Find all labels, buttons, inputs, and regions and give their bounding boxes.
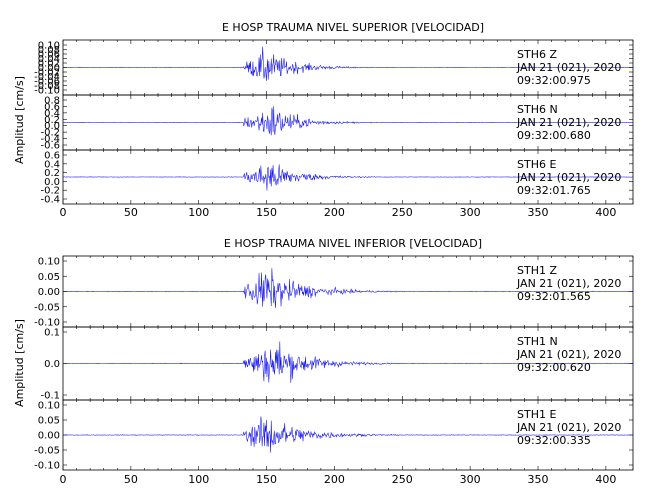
y-tick-label: 0.10 xyxy=(38,401,60,412)
y-tick-label: -0.10 xyxy=(34,86,60,97)
x-tick-label: 100 xyxy=(188,473,209,486)
x-tick-label: 50 xyxy=(124,206,138,219)
y-tick-label: -0.4 xyxy=(40,134,60,145)
y-tick-label: -0.10 xyxy=(34,318,60,329)
event-time: 09:32:00.620 xyxy=(517,361,591,374)
y-tick-label: 0.8 xyxy=(44,96,60,107)
y-tick-label: 0.0 xyxy=(44,177,60,188)
y-tick-label: -0.2 xyxy=(40,186,60,197)
station-label: STH1 N xyxy=(517,335,558,348)
seismic-trace xyxy=(62,164,633,191)
seismic-trace xyxy=(62,416,633,453)
x-tick-label: 350 xyxy=(528,473,549,486)
y-tick-label: -0.02 xyxy=(34,68,60,79)
y-tick-label: -0.2 xyxy=(40,128,60,139)
x-tick-label: 200 xyxy=(324,206,345,219)
x-tick-label: 300 xyxy=(460,206,481,219)
station-label: STH1 Z xyxy=(517,264,557,277)
x-tick-label: 400 xyxy=(595,206,616,219)
y-tick-label: -0.04 xyxy=(34,72,60,83)
y-tick-label: 0.4 xyxy=(44,108,60,119)
y-tick-label: -0.6 xyxy=(40,141,60,152)
y-tick-label: 0.00 xyxy=(38,287,60,298)
event-time: 09:32:01.765 xyxy=(517,184,591,197)
y-tick-label: 0.02 xyxy=(38,59,60,70)
station-label: STH6 N xyxy=(517,103,558,116)
station-label: STH1 E xyxy=(517,408,556,421)
y-tick-label: -0.05 xyxy=(34,446,60,457)
seismic-trace xyxy=(62,268,633,309)
event-date: JAN 21 (021), 2020 xyxy=(516,171,621,184)
x-tick-label: 0 xyxy=(60,473,67,486)
y-tick-label: 0.6 xyxy=(44,151,60,162)
event-date: JAN 21 (021), 2020 xyxy=(516,421,621,434)
y-tick-label: -0.1 xyxy=(40,391,60,402)
y-tick-label: 0.05 xyxy=(38,416,60,427)
y-tick-label: 0.4 xyxy=(44,159,60,170)
y-tick-label: -0.08 xyxy=(34,81,60,92)
y-tick-label: 0.05 xyxy=(38,272,60,283)
event-date: JAN 21 (021), 2020 xyxy=(516,61,621,74)
event-time: 09:32:00.335 xyxy=(517,434,591,447)
chart-title-2: E HOSP TRAUMA NIVEL INFERIOR [VELOCIDAD] xyxy=(224,237,482,250)
y-tick-label: 0.6 xyxy=(44,102,60,113)
x-tick-label: 250 xyxy=(392,473,413,486)
event-time: 09:32:00.975 xyxy=(517,74,591,87)
y-tick-label: -0.10 xyxy=(34,461,60,472)
x-tick-label: 100 xyxy=(188,206,209,219)
y-tick-label: -0.06 xyxy=(34,77,60,88)
station-label: STH6 Z xyxy=(517,48,557,61)
x-tick-label: 300 xyxy=(460,473,481,486)
y-tick-label: 0.2 xyxy=(44,168,60,179)
y-tick-label: 0.10 xyxy=(38,41,60,52)
y-tick-label: 0.0 xyxy=(44,359,60,370)
y-tick-label: 0.2 xyxy=(44,115,60,126)
x-tick-label: 350 xyxy=(528,206,549,219)
y-tick-label: 0.00 xyxy=(38,63,60,74)
event-time: 09:32:01.565 xyxy=(517,290,591,303)
station-label: STH6 E xyxy=(517,158,556,171)
x-tick-label: 150 xyxy=(256,473,277,486)
x-tick-label: 150 xyxy=(256,206,277,219)
y-tick-label: 0.10 xyxy=(38,257,60,268)
y-axis-label-1: Amplitud [cm/s] xyxy=(13,76,26,164)
x-tick-label: 250 xyxy=(392,206,413,219)
x-tick-label: 0 xyxy=(60,206,67,219)
y-tick-label: -0.05 xyxy=(34,302,60,313)
seismic-trace xyxy=(62,46,633,81)
y-tick-label: -0.4 xyxy=(40,195,60,206)
x-tick-label: 200 xyxy=(324,473,345,486)
event-time: 09:32:00.680 xyxy=(517,129,591,142)
seismic-trace xyxy=(62,106,633,136)
event-date: JAN 21 (021), 2020 xyxy=(516,348,621,361)
chart-title-1: E HOSP TRAUMA NIVEL SUPERIOR [VELOCIDAD] xyxy=(222,21,484,34)
y-tick-label: 0.08 xyxy=(38,45,60,56)
x-tick-label: 50 xyxy=(124,473,138,486)
seismic-trace xyxy=(62,341,633,383)
y-axis-label-2: Amplitud [cm/s] xyxy=(13,319,26,407)
y-tick-label: 0.06 xyxy=(38,50,60,61)
y-tick-label: 0.1 xyxy=(44,328,60,339)
y-tick-label: 0.04 xyxy=(38,54,60,65)
x-tick-label: 400 xyxy=(595,473,616,486)
event-date: JAN 21 (021), 2020 xyxy=(516,116,621,129)
y-tick-label: 0.0 xyxy=(44,121,60,132)
event-date: JAN 21 (021), 2020 xyxy=(516,277,621,290)
y-tick-label: 0.00 xyxy=(38,431,60,442)
